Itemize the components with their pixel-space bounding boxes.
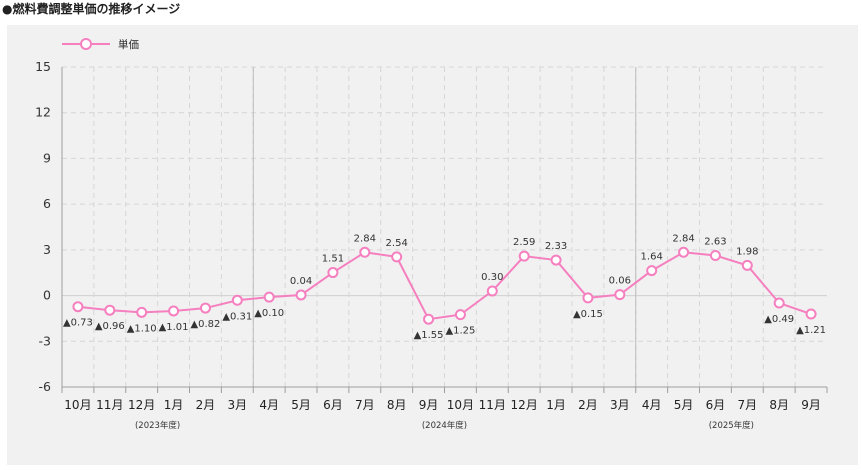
x-tick-label: 7月 (737, 398, 757, 412)
data-label: 2.84 (354, 233, 376, 244)
y-tick-label: 9 (43, 150, 51, 165)
data-point (550, 254, 562, 266)
x-tick-label: 2月 (578, 398, 598, 412)
x-tick-label: 9月 (801, 398, 821, 412)
data-point (486, 285, 498, 297)
y-tick-label: 12 (35, 105, 51, 120)
data-point (327, 267, 339, 279)
data-point (454, 309, 466, 321)
legend-marker (80, 38, 92, 50)
x-tick-label: 9月 (419, 398, 439, 412)
x-tick-label: 5月 (291, 398, 311, 412)
data-label: ▲0.10 (254, 308, 284, 319)
x-tick-label: 4月 (259, 398, 279, 412)
y-tick-label: 0 (43, 288, 51, 303)
legend-label: 単価 (118, 38, 139, 51)
data-label: ▲1.25 (445, 326, 475, 337)
x-tick-label: 10月 (447, 398, 474, 412)
x-tick-label: 1月 (546, 398, 566, 412)
data-point (168, 305, 180, 317)
x-tick-label: 3月 (227, 398, 247, 412)
data-label: 0.06 (609, 276, 631, 287)
data-label: 0.30 (481, 272, 503, 283)
data-point (136, 306, 148, 318)
data-point (72, 301, 84, 313)
x-tick-label: 4月 (642, 398, 662, 412)
data-label: ▲1.01 (159, 322, 189, 333)
fiscal-year-label: (2025年度) (709, 420, 754, 431)
data-label: 1.98 (736, 246, 758, 257)
data-label: ▲0.31 (222, 311, 252, 322)
x-tick-label: 2月 (196, 398, 216, 412)
fiscal-year-label: (2024年度) (422, 420, 467, 431)
data-point (518, 250, 530, 262)
x-tick-label: 12月 (511, 398, 538, 412)
data-point (391, 251, 403, 263)
x-tick-label: 5月 (674, 398, 694, 412)
data-point (295, 289, 307, 301)
data-point (582, 292, 594, 304)
data-point (614, 289, 626, 301)
data-label: ▲1.21 (796, 325, 826, 336)
data-point (709, 249, 721, 261)
y-tick-label: 15 (35, 59, 51, 74)
chart-panel (7, 25, 858, 465)
x-tick-label: 8月 (769, 398, 789, 412)
data-point (359, 246, 371, 258)
data-point (231, 294, 243, 306)
data-point (773, 297, 785, 309)
fiscal-year-label: (2023年度) (135, 420, 180, 431)
x-tick-label: 6月 (323, 398, 343, 412)
data-label: ▲1.55 (414, 330, 444, 341)
x-tick-label: 11月 (479, 398, 506, 412)
data-label: 1.51 (322, 254, 344, 265)
y-tick-label: -3 (39, 333, 51, 348)
data-label: 2.84 (672, 233, 694, 244)
x-tick-label: 12月 (128, 398, 155, 412)
x-tick-label: 6月 (706, 398, 726, 412)
data-point (423, 313, 435, 325)
data-point (104, 304, 116, 316)
data-point (805, 308, 817, 320)
data-label: 2.33 (545, 241, 567, 252)
data-label: 2.54 (386, 238, 408, 249)
data-label: ▲0.96 (95, 321, 125, 332)
data-label: ▲0.73 (63, 318, 93, 329)
chart-title: ●燃料費調整単価の推移イメージ (2, 2, 181, 16)
data-label: 2.63 (704, 236, 726, 247)
y-tick-label: 6 (43, 196, 51, 211)
x-tick-label: 1月 (164, 398, 184, 412)
data-point (263, 291, 275, 303)
y-tick-label: -6 (39, 379, 52, 394)
data-point (678, 246, 690, 258)
data-label: ▲1.10 (127, 323, 157, 334)
data-label: ▲0.15 (573, 309, 603, 320)
data-point (646, 265, 658, 277)
data-label: ▲0.82 (190, 319, 220, 330)
x-tick-label: 11月 (96, 398, 123, 412)
data-point (741, 259, 753, 271)
data-point (199, 302, 211, 314)
x-tick-label: 8月 (387, 398, 407, 412)
data-label: 2.59 (513, 237, 535, 248)
y-tick-label: 3 (43, 242, 51, 257)
data-label: 0.04 (290, 276, 312, 287)
x-tick-label: 3月 (610, 398, 630, 412)
x-tick-label: 7月 (355, 398, 375, 412)
x-tick-label: 10月 (64, 398, 91, 412)
data-label: ▲0.49 (764, 314, 794, 325)
data-label: 1.64 (641, 252, 663, 263)
